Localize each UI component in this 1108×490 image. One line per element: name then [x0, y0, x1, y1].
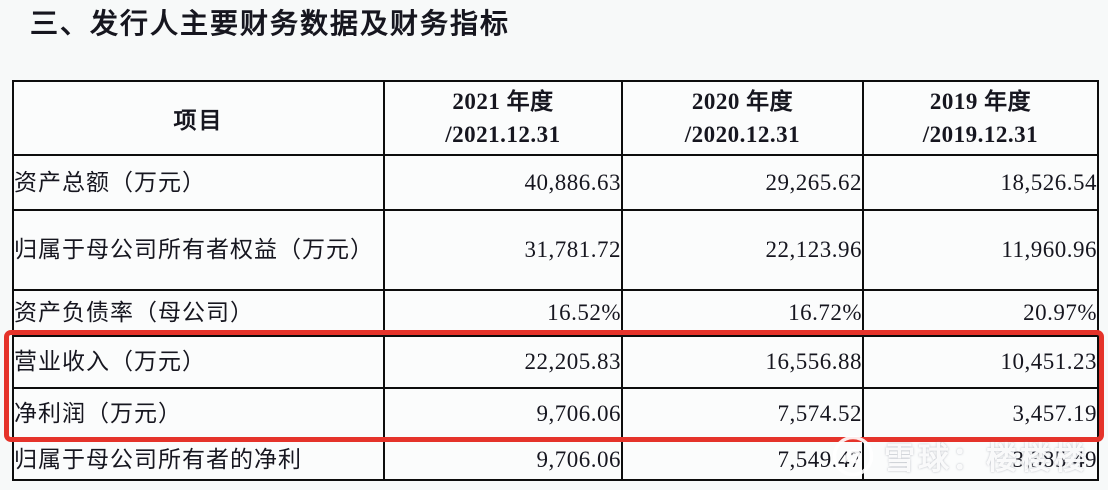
cell-value: 18,526.54: [862, 154, 1099, 211]
column-header-2020: 2020 年度 /2020.12.31: [621, 80, 864, 156]
table-row-debt-ratio: 资产负债率（母公司） 16.52% 16.72% 20.97%: [12, 289, 1099, 337]
cell-value: 29,265.62: [621, 154, 864, 211]
financial-data-table: 项目 2021 年度 /2021.12.31 2020 年度 /2020.12.…: [12, 80, 1099, 481]
table-row-parent-equity: 归属于母公司所有者权益（万元） 31,781.72 22,123.96 11,9…: [12, 209, 1099, 291]
cell-value: 3,457.19: [862, 387, 1099, 441]
cell-value: 16.72%: [621, 289, 864, 337]
period-year-label: 2020 年度: [691, 88, 794, 114]
cell-value: 40,886.63: [383, 154, 623, 211]
row-label: 资产总额（万元）: [12, 154, 385, 211]
table-row-total-assets: 资产总额（万元） 40,886.63 29,265.62 18,526.54: [12, 154, 1099, 211]
table-row-parent-net-profit: 归属于母公司所有者的净利 9,706.06 7,549.47 3,385.49: [12, 439, 1099, 481]
column-header-2019: 2019 年度 /2019.12.31: [862, 80, 1099, 156]
cell-value: 22,205.83: [383, 335, 623, 389]
cell-value: 22,123.96: [621, 209, 864, 291]
period-date-label: /2019.12.31: [922, 122, 1039, 147]
cell-value: 16,556.88: [621, 335, 864, 389]
cell-value: 7,574.52: [621, 387, 864, 441]
cell-value: 3,385.49: [862, 439, 1099, 481]
row-label: 归属于母公司所有者的净利: [12, 439, 385, 481]
cell-value: 31,781.72: [383, 209, 623, 291]
row-label: 营业收入（万元）: [12, 335, 385, 389]
table-row-operating-revenue: 营业收入（万元） 22,205.83 16,556.88 10,451.23: [12, 335, 1099, 389]
period-date-label: /2021.12.31: [445, 122, 561, 147]
table-row-net-profit: 净利润（万元） 9,706.06 7,574.52 3,457.19: [12, 387, 1099, 441]
column-header-2021: 2021 年度 /2021.12.31: [383, 80, 623, 156]
period-year-label: 2019 年度: [929, 88, 1032, 114]
table-header-row: 项目 2021 年度 /2021.12.31 2020 年度 /2020.12.…: [12, 80, 1099, 156]
cell-value: 20.97%: [862, 289, 1099, 337]
cell-value: 7,549.47: [621, 439, 864, 481]
cell-value: 16.52%: [383, 289, 623, 337]
page-title: 三、发行人主要财务数据及财务指标: [30, 8, 511, 39]
cell-value: 9,706.06: [383, 387, 623, 441]
period-year-label: 2021 年度: [452, 88, 554, 114]
cell-value: 10,451.23: [862, 335, 1099, 389]
row-label: 净利润（万元）: [12, 387, 385, 441]
cell-value: 9,706.06: [383, 439, 623, 481]
period-date-label: /2020.12.31: [684, 122, 801, 147]
column-header-item: 项目: [12, 80, 385, 156]
row-label: 归属于母公司所有者权益（万元）: [12, 209, 385, 291]
row-label: 资产负债率（母公司）: [12, 289, 385, 337]
cell-value: 11,960.96: [862, 209, 1099, 291]
